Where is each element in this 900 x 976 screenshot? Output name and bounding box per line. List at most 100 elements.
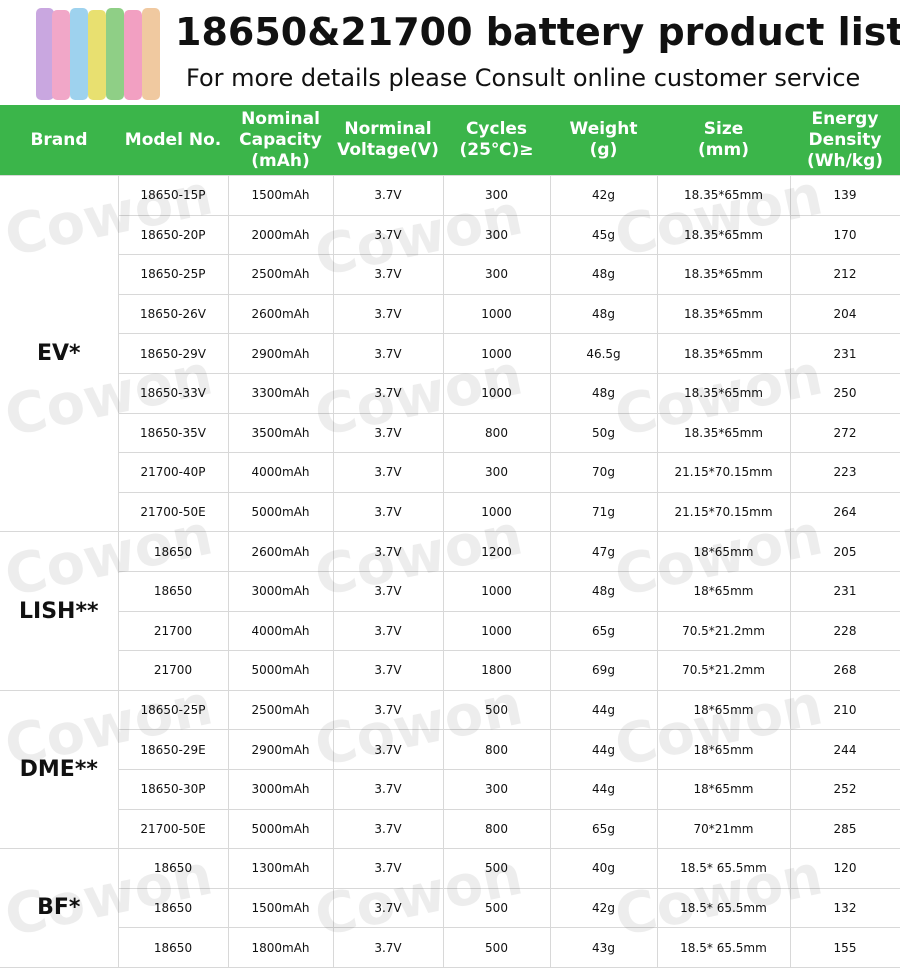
table-cell: 18650	[117, 887, 229, 929]
table-cell: 3000mAh	[227, 570, 334, 612]
table-cell: 3.7V	[332, 848, 444, 889]
table-cell: 272	[789, 412, 900, 454]
table-cell: 18*65mm	[656, 768, 791, 810]
table-cell: 1000	[442, 372, 551, 414]
header-line: Density	[808, 129, 882, 150]
header-line: Cycles	[465, 119, 528, 139]
table-cell: 18650-26V	[117, 293, 229, 335]
table-cell: 21.15*70.15mm	[656, 491, 791, 533]
header-line: (mm)	[698, 140, 749, 160]
table-cell: 18.5* 65.5mm	[656, 927, 791, 968]
column-header: Cycles (25℃)≥	[443, 105, 550, 176]
table-cell: 4000mAh	[227, 610, 334, 652]
table-cell: 3.7V	[332, 372, 444, 414]
column-header: Model No.	[118, 105, 228, 176]
header-line: Capacity	[239, 129, 322, 150]
header-line: Nominal	[241, 108, 320, 129]
table-cell: 300	[442, 214, 551, 256]
column-header: Norminal Voltage(V)	[333, 105, 443, 176]
column-header: Weight (g)	[550, 105, 657, 176]
table-row: 21700-50E 5000mAh 3.7V 1000 71g 21.15*70.15mm…	[0, 491, 900, 533]
table-cell: 4000mAh	[227, 452, 334, 493]
table-cell: 2000mAh	[227, 214, 334, 256]
table-row: BF* 18650 1300mAh 3.7V 500 40g 18.5* 65.5mm 120	[0, 848, 900, 968]
header-line: Size	[703, 119, 744, 139]
table-cell: 264	[789, 491, 900, 533]
table-cell: 50g	[549, 412, 658, 454]
table-cell: 800	[442, 729, 551, 770]
table-cell: 18.35*65mm	[656, 412, 791, 454]
table-cell: 18650-35V	[117, 412, 229, 454]
table-row: 21700 4000mAh 3.7V 1000 65g 70.5*21.2mm 228	[0, 610, 900, 652]
table-cell: 500	[442, 689, 551, 731]
table-cell: 285	[789, 808, 900, 850]
table-cell: 42g	[549, 887, 658, 929]
table-cell: 2600mAh	[227, 531, 334, 572]
table-cell: 21.15*70.15mm	[656, 452, 791, 493]
table-cell: 231	[789, 570, 900, 612]
table-cell: 3.7V	[332, 768, 444, 810]
table-cell: 18.35*65mm	[656, 214, 791, 256]
table-cell: 70.5*21.2mm	[656, 610, 791, 652]
table-row: 18650-35V 3500mAh 3.7V 800 50g 18.35*65mm 272	[0, 412, 900, 454]
table-cell: 3.7V	[332, 175, 444, 216]
header-line: Energy	[811, 108, 879, 129]
table-row: 18650-33V 3300mAh 3.7V 1000 48g 18.35*65mm 250	[0, 372, 900, 414]
table-cell: 2500mAh	[227, 689, 334, 731]
header-line: Norminal	[344, 119, 432, 139]
table-cell: 5000mAh	[227, 650, 334, 691]
table-cell: 65g	[549, 610, 658, 652]
table-cell: 204	[789, 293, 900, 335]
brand-cell: LISH**	[0, 531, 119, 691]
table-cell: 2600mAh	[227, 293, 334, 335]
table-cell: 1200	[442, 531, 551, 572]
table-cell: 18650	[117, 531, 229, 572]
header-line: (g)	[589, 140, 618, 160]
table-cell: 3.7V	[332, 214, 444, 256]
table-cell: 132	[789, 887, 900, 929]
table-cell: 120	[789, 848, 900, 889]
table-cell: 300	[442, 768, 551, 810]
table-cell: 3.7V	[332, 650, 444, 691]
header-line: Weight	[569, 119, 638, 139]
table-cell: 18.5* 65.5mm	[656, 887, 791, 929]
table-cell: 231	[789, 333, 900, 374]
table-row: DME** 18650-25P 2500mAh 3.7V 500 44g 18*65mm 21…	[0, 689, 900, 850]
table-row: 18650-20P 2000mAh 3.7V 300 45g 18.35*65mm 170	[0, 214, 900, 256]
table-cell: 3.7V	[332, 293, 444, 335]
table-row: 18650 1500mAh 3.7V 500 42g 18.5* 65.5mm 132	[0, 887, 900, 929]
table-cell: 70*21mm	[656, 808, 791, 850]
table-cell: 70.5*21.2mm	[656, 650, 791, 691]
table-cell: 3500mAh	[227, 412, 334, 454]
table-cell: 300	[442, 254, 551, 295]
table-cell: 48g	[549, 254, 658, 295]
table-cell: 18.35*65mm	[656, 372, 791, 414]
table-cell: 800	[442, 412, 551, 454]
column-header: Brand	[0, 105, 118, 176]
table-row: 18650-26V 2600mAh 3.7V 1000 48g 18.35*65mm 204	[0, 293, 900, 335]
product-table: Brand Model No. Nominal Capacity (mAh) Normin…	[0, 105, 900, 968]
table-cell: 18650-33V	[117, 372, 229, 414]
table-cell: 1000	[442, 293, 551, 335]
table-cell: 1800	[442, 650, 551, 691]
table-cell: 48g	[549, 293, 658, 335]
header-line: Model No.	[124, 129, 222, 150]
table-cell: 3.7V	[332, 570, 444, 612]
table-cell: 5000mAh	[227, 491, 334, 533]
table-cell: 21700	[117, 650, 229, 691]
brand-cell: DME**	[0, 689, 119, 850]
table-cell: 800	[442, 808, 551, 850]
table-cell: 2900mAh	[227, 333, 334, 374]
table-cell: 268	[789, 650, 900, 691]
table-row: 18650-30P 3000mAh 3.7V 300 44g 18*65mm 252	[0, 768, 900, 810]
brand-cell: BF*	[0, 848, 119, 968]
table-cell: 18.5* 65.5mm	[656, 848, 791, 889]
title: 18650&21700 battery product list	[175, 10, 900, 54]
table-row: 21700-50E 5000mAh 3.7V 800 65g 70*21mm 285	[0, 808, 900, 850]
table-row: LISH** 18650 2600mAh 3.7V 1200 47g 18*65mm 205	[0, 531, 900, 691]
table-cell: 44g	[549, 768, 658, 810]
table-cell: 170	[789, 214, 900, 256]
subtitle: For more details please Consult online c…	[186, 64, 861, 92]
table-cell: 44g	[549, 689, 658, 731]
table-body: EV* 18650-15P 1500mAh 3.7V 300 42g 18.35*65mm 1…	[0, 174, 900, 968]
